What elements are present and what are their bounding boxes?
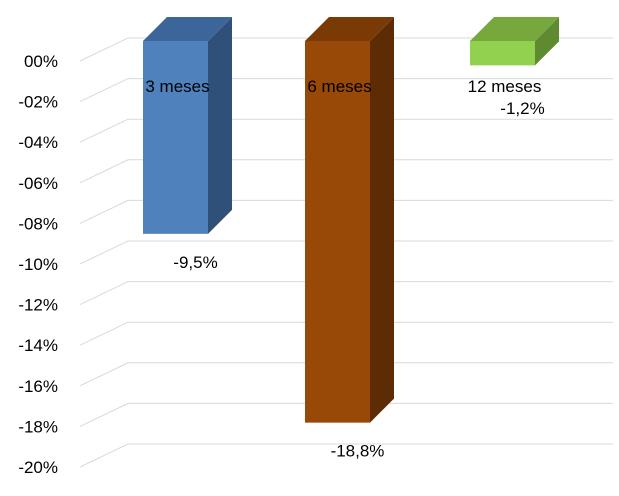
category-label: 12 meses	[468, 77, 542, 96]
gridline	[79, 37, 613, 62]
gridline	[79, 281, 613, 306]
y-tick-label: -08%	[18, 214, 58, 233]
bar-side	[535, 17, 559, 66]
gridlines	[79, 37, 613, 468]
y-tick-label: -02%	[18, 93, 58, 112]
bar-front	[305, 41, 370, 423]
bar-1	[143, 17, 232, 234]
bar-3	[470, 17, 559, 66]
y-tick-label: -10%	[18, 255, 58, 274]
y-tick-label: -04%	[18, 133, 58, 152]
y-tick-label: -16%	[18, 377, 58, 396]
bar-front	[470, 41, 535, 66]
gridline	[79, 443, 613, 468]
bar-front	[143, 41, 208, 234]
labels: 3 meses -9,5% 6 meses -18,8% 12 meses -1,2%	[145, 77, 544, 461]
bar-2	[305, 17, 394, 423]
category-label: 3 meses	[145, 77, 209, 96]
gridline	[79, 118, 613, 143]
data-label: -18,8%	[331, 442, 385, 461]
y-tick-label: -12%	[18, 296, 58, 315]
y-tick-label: -20%	[18, 458, 58, 477]
gridline	[79, 159, 613, 184]
gridline	[79, 199, 613, 224]
data-label: -9,5%	[173, 253, 217, 272]
category-label: 6 meses	[307, 77, 371, 96]
bar-side	[208, 17, 232, 234]
y-tick-label: 00%	[24, 52, 58, 71]
bar-top	[305, 17, 394, 41]
gridline	[79, 362, 613, 387]
bars	[143, 17, 559, 423]
bar-top	[470, 17, 559, 41]
y-axis-tick-labels: 00% -02% -04% -06% -08% -10% -12% -14% -16% -18% -…	[18, 52, 58, 477]
gridline	[79, 240, 613, 265]
bar-side	[370, 17, 394, 423]
bar-top	[143, 17, 232, 41]
gridline	[79, 321, 613, 346]
data-label: -1,2%	[500, 99, 544, 118]
gridline	[79, 78, 613, 103]
y-tick-label: -18%	[18, 417, 58, 436]
gridline	[79, 402, 613, 427]
y-tick-label: -06%	[18, 174, 58, 193]
y-tick-label: -14%	[18, 336, 58, 355]
